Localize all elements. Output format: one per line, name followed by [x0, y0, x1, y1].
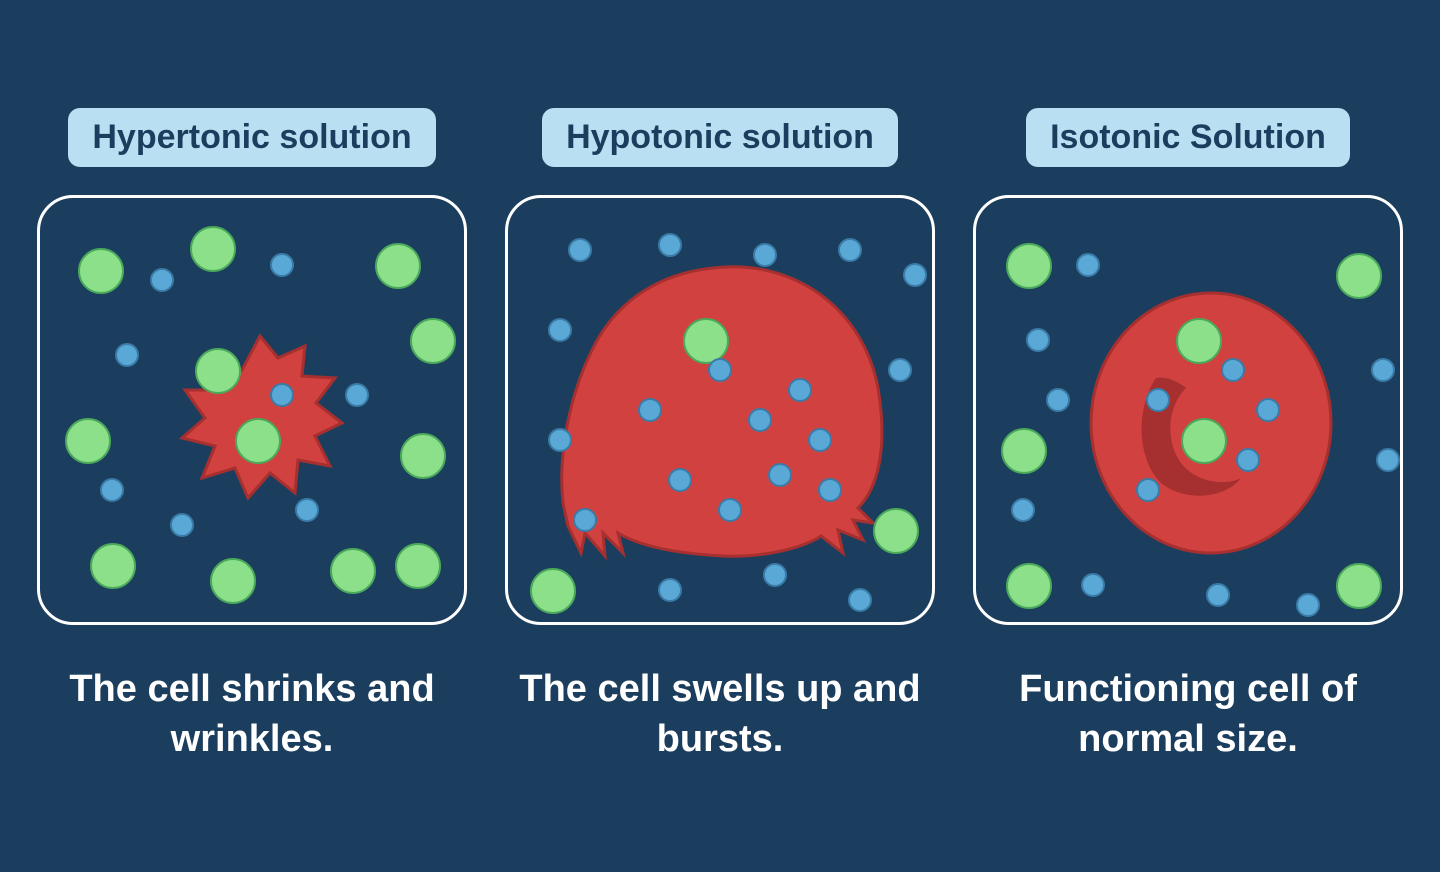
- solute-green: [395, 543, 441, 589]
- caption-hypotonic: The cell swells up and bursts.: [500, 665, 940, 764]
- solute-blue-inner: [818, 478, 842, 502]
- solute-blue: [270, 253, 294, 277]
- solute-blue: [838, 238, 862, 262]
- solute-blue: [295, 498, 319, 522]
- caption-hypertonic: The cell shrinks and wrinkles.: [32, 665, 472, 764]
- panel-hypotonic: Hypotonic solution The cell swells up an…: [500, 108, 940, 764]
- solute-green: [1336, 563, 1382, 609]
- solute-blue: [115, 343, 139, 367]
- solute-blue: [763, 563, 787, 587]
- solute-blue-inner: [748, 408, 772, 432]
- solute-green: [410, 318, 456, 364]
- box-hypertonic: [37, 195, 467, 625]
- solute-blue: [1026, 328, 1050, 352]
- solute-blue-inner: [708, 358, 732, 382]
- solute-blue-inner: [1221, 358, 1245, 382]
- solute-blue-inner: [1146, 388, 1170, 412]
- solute-green: [78, 248, 124, 294]
- solute-blue: [150, 268, 174, 292]
- solute-blue: [573, 508, 597, 532]
- solute-green-inner: [235, 418, 281, 464]
- solute-blue: [568, 238, 592, 262]
- solute-green-inner: [1176, 318, 1222, 364]
- solute-blue-inner: [788, 378, 812, 402]
- solute-green-inner: [1181, 418, 1227, 464]
- diagram-root: Hypertonic solution The cell shrinks and…: [0, 68, 1440, 804]
- panel-hypertonic: Hypertonic solution The cell shrinks and…: [32, 108, 472, 764]
- solute-blue: [848, 588, 872, 612]
- solute-blue: [100, 478, 124, 502]
- solute-blue: [1296, 593, 1320, 617]
- solute-green: [190, 226, 236, 272]
- solute-blue: [1081, 573, 1105, 597]
- solute-blue: [888, 358, 912, 382]
- caption-isotonic: Functioning cell of normal size.: [968, 665, 1408, 764]
- solute-blue-inner: [1236, 448, 1260, 472]
- solute-green: [375, 243, 421, 289]
- solute-blue: [1371, 358, 1395, 382]
- solute-blue-inner: [1256, 398, 1280, 422]
- solute-green: [90, 543, 136, 589]
- solute-green-inner: [195, 348, 241, 394]
- solute-blue: [1046, 388, 1070, 412]
- solute-green: [873, 508, 919, 554]
- solute-blue-inner: [718, 498, 742, 522]
- solute-blue-inner: [808, 428, 832, 452]
- solute-blue-inner: [1136, 478, 1160, 502]
- box-isotonic: [973, 195, 1403, 625]
- solute-blue: [1376, 448, 1400, 472]
- solute-green: [1006, 563, 1052, 609]
- solute-blue: [658, 233, 682, 257]
- solute-green: [400, 433, 446, 479]
- badge-isotonic: Isotonic Solution: [1026, 108, 1350, 167]
- solute-green: [1006, 243, 1052, 289]
- solute-blue: [1076, 253, 1100, 277]
- solute-blue-inner: [768, 463, 792, 487]
- solute-blue: [548, 318, 572, 342]
- solute-blue: [1206, 583, 1230, 607]
- solute-blue: [753, 243, 777, 267]
- solute-blue-inner: [270, 383, 294, 407]
- solute-blue: [658, 578, 682, 602]
- solute-green: [530, 568, 576, 614]
- solute-blue-inner: [668, 468, 692, 492]
- solute-blue-inner: [638, 398, 662, 422]
- solute-green: [65, 418, 111, 464]
- solute-green: [1336, 253, 1382, 299]
- solute-blue: [903, 263, 927, 287]
- panel-isotonic: Isotonic Solution Functioning cell of no…: [968, 108, 1408, 764]
- solute-blue: [170, 513, 194, 537]
- solute-green: [1001, 428, 1047, 474]
- badge-hypertonic: Hypertonic solution: [68, 108, 435, 167]
- solute-green: [210, 558, 256, 604]
- solute-blue: [1011, 498, 1035, 522]
- solute-green: [330, 548, 376, 594]
- solute-blue: [548, 428, 572, 452]
- box-hypotonic: [505, 195, 935, 625]
- solute-blue: [345, 383, 369, 407]
- badge-hypotonic: Hypotonic solution: [542, 108, 898, 167]
